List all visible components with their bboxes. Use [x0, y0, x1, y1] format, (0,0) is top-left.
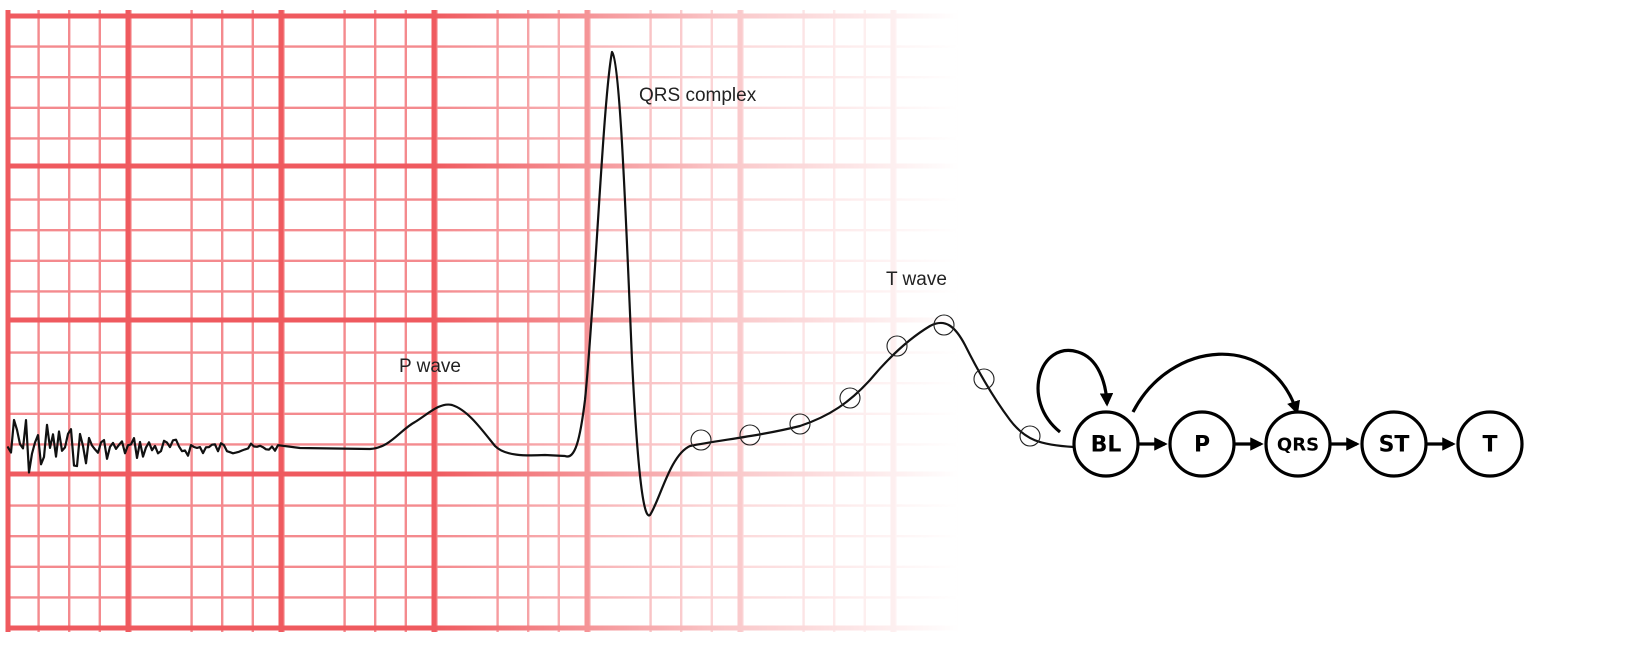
- qrs-complex-label: QRS complex: [639, 85, 757, 106]
- sample-circle: [789, 413, 811, 435]
- observation-samples: [690, 314, 1041, 451]
- node-t: T: [1456, 410, 1524, 478]
- sample-circle: [973, 368, 995, 390]
- edge-bl-to-qrs: [1131, 352, 1301, 415]
- sample-circle: [690, 429, 712, 451]
- node-p: P: [1168, 410, 1236, 478]
- p-wave-label: P wave: [399, 356, 461, 377]
- ecg-grid-paper: [5, 10, 960, 632]
- edge-bl-self-loop: [1036, 348, 1114, 434]
- t-wave-label: T wave: [886, 269, 947, 290]
- node-p-label: P: [1194, 433, 1210, 458]
- node-st-label: ST: [1379, 433, 1410, 458]
- node-bl: BL: [1072, 410, 1140, 478]
- node-st: ST: [1360, 410, 1428, 478]
- sample-circle: [933, 314, 955, 336]
- sample-circle: [886, 335, 908, 357]
- node-t-label: T: [1482, 433, 1497, 458]
- sample-circle: [1019, 425, 1041, 447]
- sample-circle: [739, 424, 761, 446]
- node-qrs: QRS: [1264, 410, 1332, 478]
- hmm-state-diagram: BL P QRS ST T: [1036, 348, 1524, 478]
- ecg-trace: [6, 50, 1076, 517]
- sample-circle: [839, 387, 861, 409]
- node-qrs-label: QRS: [1277, 435, 1319, 456]
- node-bl-label: BL: [1091, 433, 1122, 458]
